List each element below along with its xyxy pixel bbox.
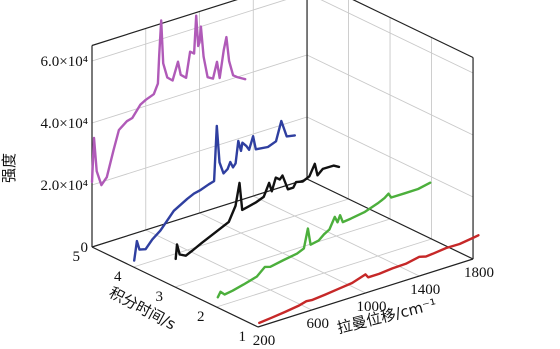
spectrum-line-3s (174, 162, 341, 261)
box-edge-top-back (91, 0, 238, 47)
x-tick-label: 200 (253, 333, 276, 349)
z-tick-label: 0 (81, 240, 89, 256)
depth-tick-label: 2 (197, 309, 205, 325)
axes (91, 0, 474, 328)
x-axis-label: 拉曼位移/cm⁻¹ (335, 295, 438, 337)
x-tick-label: 600 (307, 316, 330, 332)
spectrum-line-5s (90, 14, 247, 187)
z-tick-label: 6.0×10⁴ (41, 54, 88, 70)
grid-line-floor-d (216, 238, 432, 308)
box-edge-top-right (352, 0, 474, 59)
spectrum-line-1s (258, 234, 480, 325)
x-tick-label: 1400 (410, 282, 440, 298)
x-axis-line (257, 258, 474, 328)
tick-labels: 0 2.0×10⁴ 4.0×10⁴ 6.0×10⁴ 1 2 3 4 5 200 600 1000 140… (41, 54, 494, 349)
z-tick-label: 4.0×10⁴ (41, 116, 88, 132)
spectrum-line-2s (216, 181, 432, 299)
box-edge-floor-right (306, 178, 474, 260)
depth-tick-label: 3 (156, 289, 164, 305)
x-tick-label: 1800 (464, 265, 494, 281)
z-tick-label: 2.0×10⁴ (41, 178, 88, 194)
depth-tick-label: 4 (114, 269, 122, 285)
grid-line-floor-d (174, 218, 391, 288)
spectrum-line-4s (132, 119, 296, 262)
grid-line-floor-d (133, 198, 349, 268)
z-axis-label: 强度 (0, 153, 18, 183)
x-tick-label: 1000 (357, 299, 387, 315)
depth-tick-label: 1 (239, 329, 247, 345)
depth-axis-line (91, 246, 259, 328)
depth-axis-label: 积分时间/s (106, 284, 179, 334)
grid (91, 0, 474, 328)
depth-tick-label: 5 (73, 249, 81, 265)
spectra-series (90, 14, 480, 325)
